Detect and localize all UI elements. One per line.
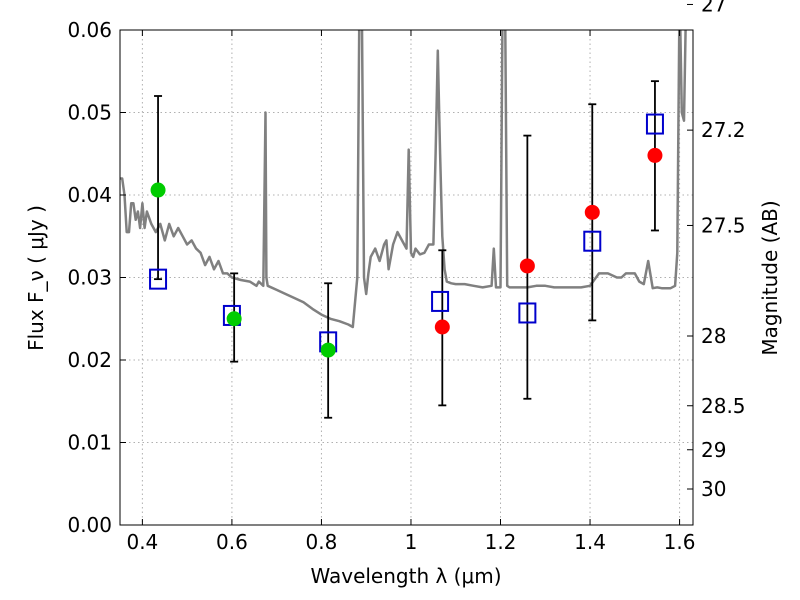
right-tick-label: 27.2 — [701, 118, 746, 142]
right-tick-label: 30 — [701, 477, 726, 501]
x-tick-label: 0.8 — [306, 530, 338, 554]
square-marker — [645, 113, 664, 135]
model-spectrum-layer — [120, 30, 687, 329]
square-marker — [518, 302, 537, 324]
green-point — [226, 311, 242, 327]
red-point — [584, 204, 600, 220]
right-tick-label: 29 — [701, 438, 726, 462]
axis-ticks — [120, 3, 693, 526]
point-marker-layer — [150, 147, 663, 358]
y-tick-label: 0.03 — [67, 266, 112, 290]
x-tick-label: 1.2 — [485, 530, 517, 554]
y-tick-label: 0.02 — [67, 348, 112, 372]
right-axis-label: Magnitude (AB) — [758, 200, 782, 355]
right-tick-label: 27 — [701, 0, 726, 16]
x-tick-label: 0.4 — [126, 530, 158, 554]
square-marker-layer — [149, 113, 664, 353]
x-axis-label: Wavelength λ (μm) — [310, 564, 501, 588]
red-point — [647, 147, 663, 163]
model-spectrum-line — [120, 30, 687, 329]
y-tick-label: 0.04 — [67, 183, 112, 207]
y-tick-label: 0.00 — [67, 513, 112, 537]
y-axis-label: Flux F_ν ( μJy ) — [24, 205, 48, 351]
x-tick-label: 1.4 — [574, 530, 606, 554]
y-tick-label: 0.01 — [67, 431, 112, 455]
y-tick-label: 0.05 — [67, 101, 112, 125]
tick-labels: 0.4 0.6 0.8 1 1.2 1.4 1.6 0.00 0.01 0.02 0.03 0.04 0… — [67, 0, 745, 554]
red-point — [434, 319, 450, 335]
red-point — [519, 258, 535, 274]
right-tick-label: 27.5 — [701, 213, 746, 237]
right-tick-label: 28 — [701, 324, 726, 348]
x-tick-label: 1 — [405, 530, 418, 554]
x-tick-label: 0.6 — [216, 530, 248, 554]
square-marker — [149, 268, 168, 290]
green-point — [320, 342, 336, 358]
right-tick-label: 28.5 — [701, 394, 746, 418]
square-marker — [583, 230, 602, 252]
green-point — [150, 182, 166, 198]
y-tick-label: 0.06 — [67, 18, 112, 42]
x-tick-label: 1.6 — [664, 530, 696, 554]
square-marker — [431, 290, 450, 312]
